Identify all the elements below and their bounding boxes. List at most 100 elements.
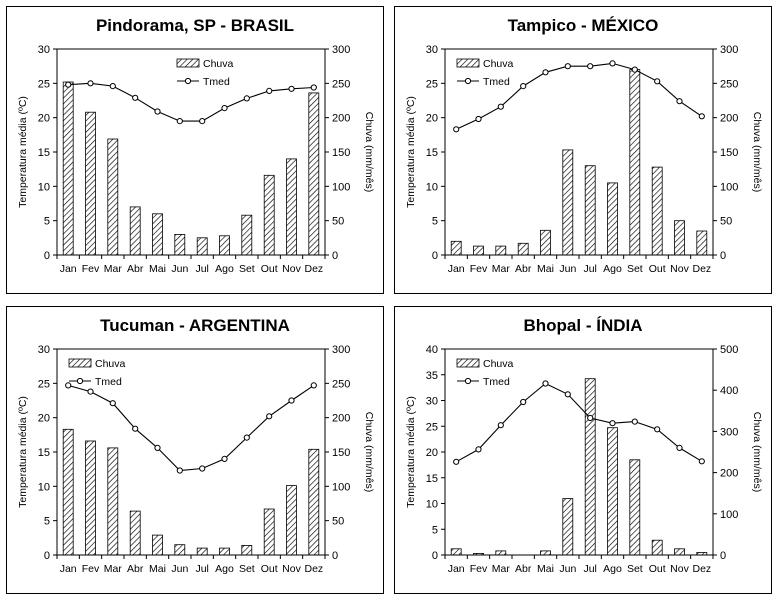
x-tick-label: Jan: [448, 563, 465, 575]
rain-bar: [219, 547, 230, 556]
left-tick-label: 5: [432, 524, 438, 536]
right-tick-label: 400: [720, 385, 738, 397]
tmed-line: [455, 62, 703, 130]
x-tick-label: Out: [261, 563, 278, 575]
chart-title: Bhopal - ÍNDIA: [523, 316, 643, 335]
chart-panel-bhopal: Bhopal - ÍNDIA 0 5 10 15 20 25 30 35 40 0 100 200 30…: [394, 306, 772, 594]
left-tick-label: 10: [38, 181, 50, 193]
x-tick-label: Abr: [515, 263, 532, 275]
left-tick-label: 5: [44, 516, 50, 528]
right-tick-label: 250: [332, 78, 350, 90]
tmed-point: [266, 413, 273, 420]
x-tick-label: Fev: [82, 563, 100, 575]
rain-bar: [85, 440, 96, 556]
y-axis-left-title: Temperatura média (ºC): [17, 396, 29, 508]
tmed-point: [288, 85, 295, 92]
legend-line-label: Tmed: [483, 376, 510, 388]
rain-bar: [674, 220, 685, 256]
tmed-point: [176, 118, 183, 125]
right-tick-label: 300: [332, 44, 350, 56]
rain-bar: [263, 508, 275, 556]
left-tick-label: 15: [38, 147, 50, 159]
legend-bar-swatch: [456, 58, 480, 68]
legend-bar-label: Chuva: [203, 58, 234, 70]
tmed-point: [564, 63, 571, 70]
tmed-point: [497, 103, 504, 110]
left-tick-label: 25: [426, 421, 438, 433]
right-tick-label: 0: [332, 250, 338, 262]
left-tick-label: 40: [426, 344, 438, 356]
left-tick-label: 20: [38, 113, 50, 125]
chart-title: Tampico - MÉXICO: [507, 16, 659, 35]
right-tick-label: 200: [720, 113, 738, 125]
left-tick-label: 25: [38, 78, 50, 90]
rain-bar: [540, 550, 551, 556]
x-tick-label: Fev: [82, 263, 100, 275]
rain-bar: [241, 544, 253, 556]
x-tick-label: Abr: [515, 563, 532, 575]
rain-bar: [129, 206, 141, 256]
tmed-point: [87, 80, 94, 87]
tmed-point: [520, 83, 527, 90]
rain-bar: [629, 69, 641, 256]
tmed-point: [453, 458, 460, 465]
chart-panel-tucuman: Tucuman - ARGENTINA 0 5 10 15 20 25 30 0 50 100 15…: [6, 306, 384, 594]
rain-bar: [85, 111, 96, 256]
x-tick-label: Mai: [537, 563, 554, 575]
left-tick-label: 15: [38, 447, 50, 459]
x-tick-label: Mar: [104, 563, 123, 575]
x-tick-label: Out: [261, 263, 278, 275]
rain-bar: [517, 242, 529, 256]
tmed-point: [132, 425, 139, 432]
tmed-line: [455, 382, 703, 463]
right-tick-label: 50: [720, 216, 732, 228]
x-tick-label: Jun: [559, 563, 576, 575]
left-tick-label: 30: [426, 396, 438, 408]
x-tick-label: Jul: [583, 563, 596, 575]
tmed-point: [310, 84, 317, 91]
rain-bar: [62, 428, 74, 556]
left-tick-label: 0: [432, 250, 438, 262]
tmed-point: [520, 398, 527, 406]
right-tick-label: 300: [720, 44, 738, 56]
x-tick-label: Mar: [492, 563, 511, 575]
x-tick-label: Set: [627, 263, 643, 275]
rain-bar: [629, 459, 641, 556]
tmed-point: [475, 115, 482, 123]
tmed-point: [221, 455, 228, 462]
chart-title: Pindorama, SP - BRASIL: [95, 16, 295, 35]
tmed-point: [453, 126, 460, 133]
rain-bar: [152, 213, 163, 256]
chart-panel-pindorama: Pindorama, SP - BRASIL 0 5 10 15 20 25 30 0 50 10…: [6, 6, 384, 294]
tmed-point: [199, 465, 206, 472]
rain-bar: [450, 548, 462, 556]
tmed-point: [609, 420, 616, 427]
right-tick-label: 100: [720, 181, 738, 193]
rain-bar: [540, 229, 551, 256]
rain-bar: [241, 214, 253, 256]
x-tick-label: Jul: [583, 263, 596, 275]
rain-bar: [495, 550, 507, 556]
legend-line-label: Tmed: [483, 76, 510, 88]
legend-bar-swatch: [456, 358, 480, 368]
rain-bar: [196, 547, 208, 556]
left-tick-label: 20: [426, 113, 438, 125]
rain-bar: [562, 498, 574, 556]
x-tick-label: Fev: [470, 563, 488, 575]
tmed-point: [65, 382, 72, 389]
y-axis-left-title: Temperatura média (ºC): [17, 96, 29, 208]
tmed-point: [542, 380, 549, 387]
x-tick-label: Jun: [559, 263, 576, 275]
rain-bar: [308, 92, 320, 256]
legend-line-marker: [464, 377, 472, 385]
rain-bar: [607, 182, 618, 256]
legend-line-marker: [464, 77, 472, 85]
x-tick-label: Mai: [149, 563, 166, 575]
tmed-point: [497, 422, 504, 429]
x-tick-label: Mar: [104, 263, 123, 275]
left-tick-label: 0: [44, 550, 50, 562]
tmed-line: [68, 384, 315, 472]
